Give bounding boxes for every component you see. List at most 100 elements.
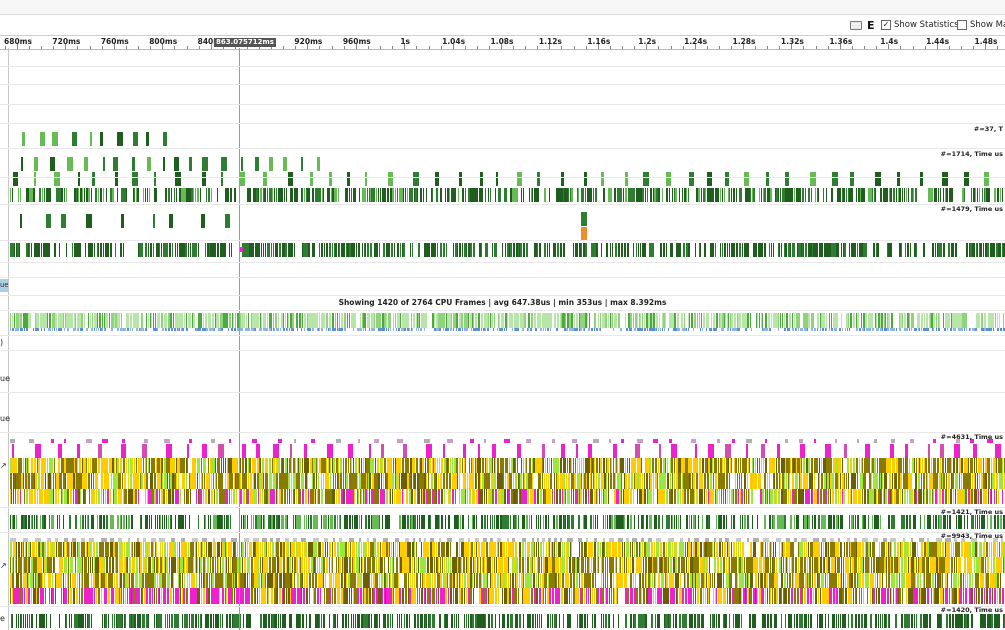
queue-bar[interactable]	[630, 542, 631, 557]
queue-bar[interactable]	[435, 489, 436, 504]
queue-bar[interactable]	[831, 557, 835, 573]
event-bar[interactable]	[462, 515, 464, 529]
cpu-frame-bar[interactable]	[372, 313, 374, 328]
event-bar[interactable]	[405, 188, 406, 202]
event-bar[interactable]	[263, 188, 264, 202]
queue-bar[interactable]	[770, 489, 772, 504]
queue-bar[interactable]	[146, 458, 147, 473]
queue-bar[interactable]	[360, 573, 362, 588]
event-bar[interactable]	[399, 188, 403, 202]
queue-bar[interactable]	[438, 489, 440, 504]
queue-bar[interactable]	[761, 557, 762, 573]
queue-bar[interactable]	[232, 573, 233, 588]
event-bar[interactable]	[858, 515, 859, 529]
event-bar[interactable]	[43, 515, 44, 529]
cpu-frame-tick[interactable]	[307, 328, 311, 331]
cpu-frame-bar[interactable]	[528, 313, 530, 328]
queue-bar[interactable]	[396, 473, 397, 489]
queue-bar[interactable]	[315, 573, 317, 588]
event-bar[interactable]	[484, 515, 486, 529]
event-bar[interactable]	[742, 515, 743, 529]
queue-bar[interactable]	[568, 542, 569, 557]
queue-bar[interactable]	[578, 557, 579, 573]
cpu-frame-tick[interactable]	[127, 328, 128, 331]
queue-bar[interactable]	[68, 542, 69, 557]
queue-bar[interactable]	[113, 473, 117, 489]
queue-bar[interactable]	[117, 458, 119, 473]
cpu-frame-tick[interactable]	[111, 328, 113, 331]
queue-bar[interactable]	[285, 458, 287, 473]
queue-bar[interactable]	[77, 458, 78, 473]
queue-bar[interactable]	[704, 473, 705, 489]
event-bar[interactable]	[148, 243, 149, 257]
queue-bar[interactable]	[313, 473, 314, 489]
queue-bar[interactable]	[421, 489, 422, 504]
event-bar[interactable]	[278, 515, 279, 529]
event-bar[interactable]	[428, 515, 430, 529]
queue-bar[interactable]	[422, 573, 423, 588]
cpu-frame-bar[interactable]	[287, 313, 288, 328]
queue-bar[interactable]	[867, 489, 869, 504]
queue-bar[interactable]	[391, 458, 392, 473]
event-bar[interactable]	[351, 243, 355, 257]
queue-tick[interactable]	[813, 538, 819, 542]
event-bar[interactable]	[938, 188, 939, 202]
cpu-frame-bar[interactable]	[936, 313, 937, 328]
cpu-frame-tick[interactable]	[105, 328, 106, 331]
queue-bar[interactable]	[708, 473, 709, 489]
queue-bar[interactable]	[645, 458, 646, 473]
event-bar[interactable]	[362, 243, 363, 257]
queue-bar[interactable]	[245, 588, 250, 604]
queue-bar[interactable]	[211, 473, 212, 489]
queue-bar[interactable]	[873, 573, 874, 588]
queue-bar[interactable]	[358, 542, 360, 557]
queue-bar[interactable]	[906, 458, 907, 473]
event-bar[interactable]	[423, 515, 424, 529]
queue-bar[interactable]	[147, 489, 148, 504]
event-bar[interactable]	[274, 515, 275, 529]
queue-bar[interactable]	[131, 588, 132, 604]
queue-bar[interactable]	[358, 573, 360, 588]
queue-bar[interactable]	[674, 473, 675, 489]
cpu-frame-tick[interactable]	[187, 328, 188, 331]
event-bar[interactable]	[516, 515, 517, 529]
queue-bar[interactable]	[464, 458, 465, 473]
queue-bar[interactable]	[170, 458, 175, 473]
queue-bar[interactable]	[107, 489, 109, 504]
event-bar[interactable]	[431, 243, 435, 257]
cpu-frame-tick[interactable]	[221, 328, 223, 331]
queue-bar[interactable]	[761, 458, 762, 473]
queue-bar[interactable]	[267, 573, 272, 588]
queue-bar[interactable]	[152, 489, 154, 504]
queue-bar[interactable]	[945, 557, 950, 573]
queue-bar[interactable]	[939, 557, 944, 573]
cpu-frame-tick[interactable]	[876, 328, 877, 331]
event-bar[interactable]	[400, 243, 401, 257]
queue-bar[interactable]	[932, 542, 937, 557]
cpu-frame-bar[interactable]	[957, 313, 962, 328]
event-bar[interactable]	[625, 172, 628, 186]
queue-bar[interactable]	[680, 473, 681, 489]
queue-bar[interactable]	[752, 458, 753, 473]
queue-bar[interactable]	[745, 573, 746, 588]
queue-bar[interactable]	[926, 557, 928, 573]
cpu-frame-tick[interactable]	[825, 328, 826, 331]
cpu-frame-tick[interactable]	[936, 328, 937, 331]
event-bar[interactable]	[13, 172, 18, 186]
event-bar[interactable]	[987, 515, 988, 529]
queue-bar[interactable]	[353, 557, 355, 573]
queue-bar[interactable]	[596, 473, 597, 489]
queue-bar[interactable]	[66, 542, 67, 557]
event-bar[interactable]	[419, 515, 420, 529]
event-bar[interactable]	[863, 515, 864, 529]
queue-bar[interactable]	[476, 573, 478, 588]
queue-bar[interactable]	[662, 557, 663, 573]
queue-bar[interactable]	[657, 473, 658, 489]
queue-bar[interactable]	[361, 557, 362, 573]
queue-bar[interactable]	[115, 542, 118, 557]
queue-bar[interactable]	[800, 458, 801, 473]
queue-bar[interactable]	[838, 542, 839, 557]
event-bar[interactable]	[584, 515, 585, 529]
queue-bar[interactable]	[233, 542, 235, 557]
event-bar[interactable]	[672, 515, 673, 529]
